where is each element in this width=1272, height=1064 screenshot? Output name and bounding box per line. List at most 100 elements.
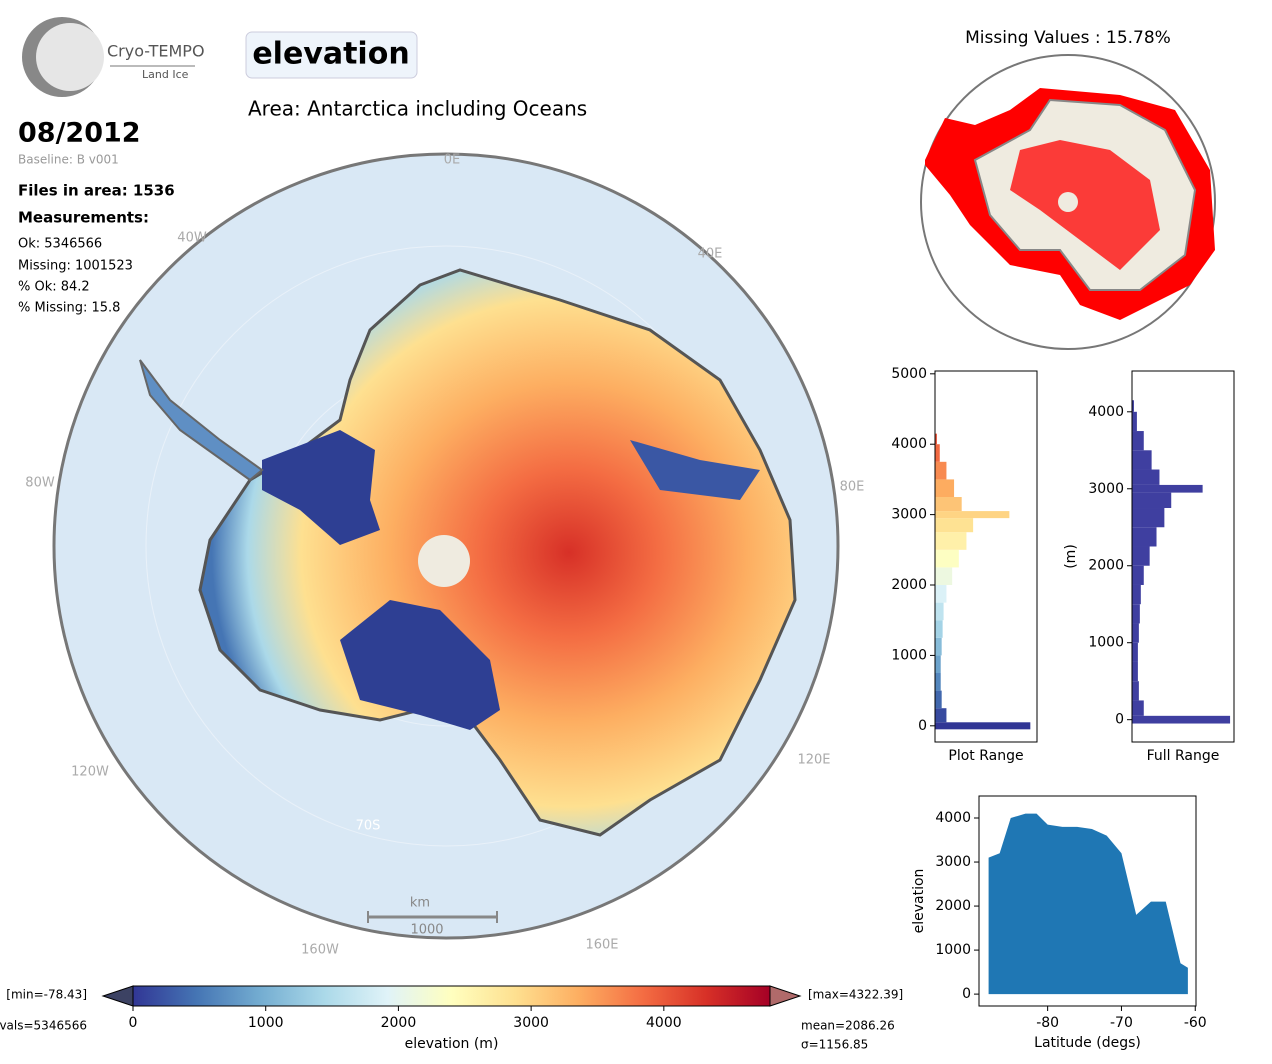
hist-bar (935, 585, 947, 603)
hist-bar (1132, 565, 1144, 585)
map-label: 160E (585, 938, 618, 953)
logo-title: Cryo-TEMPO (107, 42, 205, 61)
stat-line: % Missing: 15.8 (18, 301, 120, 316)
y-tick-label: 0 (918, 718, 927, 734)
hist-bar (1132, 411, 1137, 432)
stat-line: % Ok: 84.2 (18, 280, 90, 295)
hist-bar (1132, 469, 1160, 485)
y-tick-label: 0 (1115, 712, 1124, 728)
x-tick-label: 4000 (646, 1015, 682, 1031)
hist-bar (1132, 484, 1203, 493)
hist-bar (935, 637, 942, 656)
hist-bar (1132, 508, 1165, 528)
y-tick-label: 2000 (891, 577, 927, 593)
baseline: Baseline: B v001 (18, 153, 119, 167)
axes-frame (978, 795, 1197, 1007)
y-tick-label: 1000 (891, 647, 927, 663)
hist-bar (935, 690, 942, 709)
x-tick-label: 0 (129, 1015, 138, 1031)
parameter-title: elevation (252, 37, 409, 72)
y-tick-label: 2000 (1088, 558, 1124, 574)
stat-line: Missing: 1001523 (18, 259, 133, 274)
nvals-label: vals=5346566 (0, 1019, 87, 1033)
hist-bar (935, 444, 940, 462)
y-tick-label: 1000 (1088, 635, 1124, 651)
map-label: 40E (698, 247, 723, 262)
map-label: 40W (177, 231, 207, 246)
map-label: 80W (25, 476, 55, 491)
hist-bar (935, 518, 974, 533)
y-tick-label: 4000 (891, 436, 927, 452)
y-tick-label: 4000 (1088, 404, 1124, 420)
y-axis-label: (m) (1063, 544, 1079, 569)
map-label: 160W (301, 943, 339, 958)
missing-map (920, 54, 1216, 350)
hist-bar (1132, 642, 1138, 662)
map-label: 80E (840, 480, 865, 495)
y-tick-label: 4000 (935, 810, 971, 826)
hist-bar (935, 620, 943, 638)
y-tick-label: 1000 (935, 942, 971, 958)
area-title: Area: Antarctica including Oceans (248, 97, 587, 121)
x-axis-label: Plot Range (948, 748, 1023, 764)
hist-bar (935, 602, 944, 621)
scatter-area (988, 813, 1188, 995)
date: 08/2012 (18, 118, 141, 149)
max-label: [max=4322.39] (808, 988, 903, 1002)
axes-frame (1131, 370, 1235, 743)
min-label: [min=-78.43] (6, 988, 87, 1002)
hist-bar (1132, 527, 1157, 547)
hist-bar (1132, 546, 1150, 566)
x-tick-label: -80 (1036, 1015, 1059, 1031)
hist-bar (1132, 715, 1231, 724)
hist-bar (1132, 431, 1144, 451)
stat-line: Ok: 5346566 (18, 237, 102, 252)
colorbar-frame (132, 985, 771, 1007)
mean-label: mean=2086.26 (801, 1019, 895, 1033)
hist-bar (935, 673, 941, 691)
hist-bar (1132, 700, 1144, 716)
x-tick-label: 3000 (513, 1015, 549, 1031)
axes-frame (934, 370, 1038, 743)
hist-bar (1132, 450, 1152, 470)
x-tick-label: -70 (1110, 1015, 1133, 1031)
hist-bar (935, 433, 937, 445)
hist-bar (1132, 584, 1141, 605)
map-label: 70S (356, 819, 381, 834)
hist-bar (1132, 623, 1139, 643)
logo: Cryo-TEMPO Land Ice (22, 17, 205, 97)
hist-bar (935, 655, 941, 674)
sigma-label: σ=1156.85 (801, 1038, 868, 1052)
y-tick-label: 2000 (935, 898, 971, 914)
y-tick-label: 3000 (891, 507, 927, 523)
title-box (245, 31, 418, 79)
x-axis-label: Full Range (1147, 748, 1220, 764)
colorbar-label: elevation (m) (405, 1036, 499, 1052)
map-label: 120E (797, 753, 830, 768)
scale-unit: km (410, 896, 430, 911)
files-count: Files in area: 1536 (18, 182, 175, 200)
hist-bar (1132, 604, 1140, 624)
x-tick-label: -60 (1184, 1015, 1207, 1031)
hist-bar (935, 567, 953, 586)
y-tick-label: 3000 (1088, 481, 1124, 497)
y-axis-label: elevation (911, 869, 927, 934)
hist-bar (935, 461, 947, 480)
hist-bar (1132, 681, 1139, 701)
logo-subtitle: Land Ice (142, 68, 189, 81)
x-axis-label: Latitude (degs) (1034, 1035, 1141, 1051)
y-tick-label: 0 (962, 986, 971, 1002)
x-tick-label: 2000 (381, 1015, 417, 1031)
map-label: 120W (71, 765, 109, 780)
hist-bar (935, 497, 962, 512)
colorbar-under (101, 985, 134, 1007)
hist-bar (935, 708, 947, 723)
scale-length: 1000 (410, 923, 443, 938)
hist-bar (935, 722, 1031, 730)
hist-bar (935, 549, 959, 568)
hist-bar (1132, 492, 1172, 509)
hist-bar (1132, 661, 1138, 682)
measurements-heading: Measurements: (18, 209, 149, 227)
main-map (52, 152, 840, 940)
